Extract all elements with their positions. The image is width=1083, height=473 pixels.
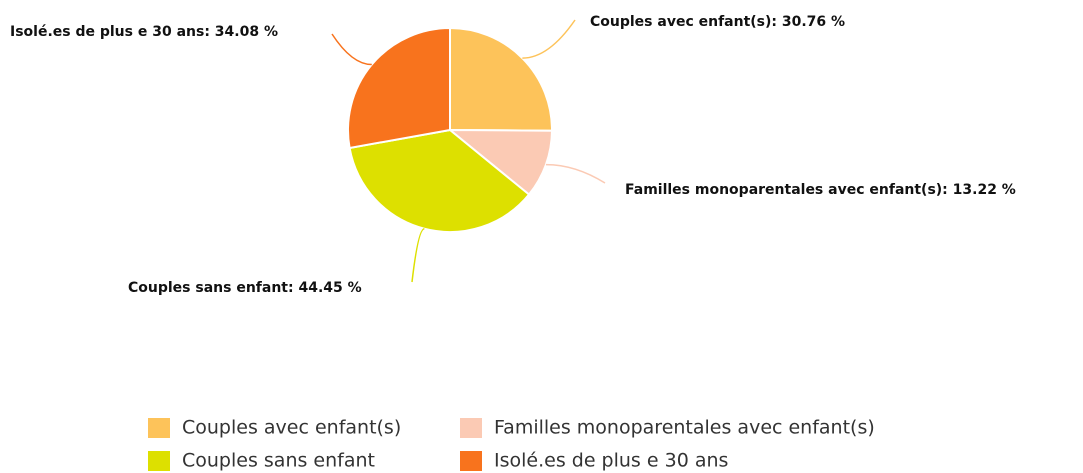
legend-label: Couples avec enfant(s) — [182, 417, 401, 439]
leader-line — [522, 19, 576, 59]
leader-line — [411, 227, 425, 283]
pie-slice — [447, 128, 554, 196]
leader-line — [331, 33, 372, 66]
legend-label: Familles monoparentales avec enfant(s) — [494, 417, 875, 439]
pie-slice — [449, 26, 553, 132]
data-label: Isolé.es de plus e 30 ans: 34.08 % — [10, 24, 278, 40]
data-label: Familles monoparentales avec enfant(s): … — [625, 182, 1016, 198]
pie-slice — [348, 128, 531, 233]
legend-swatch — [148, 451, 170, 471]
pie-slice — [347, 26, 451, 150]
legend-label: Couples sans enfant — [182, 450, 375, 472]
legend-label: Isolé.es de plus e 30 ans — [494, 450, 728, 472]
data-label: Couples sans enfant: 44.45 % — [128, 280, 362, 296]
data-label: Couples avec enfant(s): 30.76 % — [590, 14, 845, 30]
legend-swatch — [460, 418, 482, 438]
leader-line — [545, 163, 606, 184]
legend-swatch — [148, 418, 170, 438]
legend-swatch — [460, 451, 482, 471]
